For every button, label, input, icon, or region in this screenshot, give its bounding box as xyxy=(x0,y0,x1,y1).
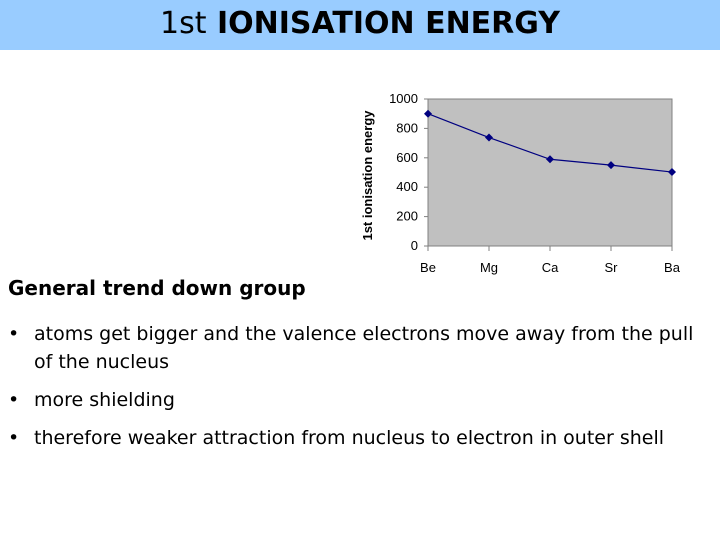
bullet-item: therefore weaker attraction from nucleus… xyxy=(8,424,708,452)
y-axis-label: 1st ionisation energy xyxy=(360,110,375,241)
x-tick-label: Mg xyxy=(480,260,498,275)
bullet-item: more shielding xyxy=(8,386,708,414)
data-point-marker xyxy=(424,109,432,118)
data-point-marker xyxy=(607,161,615,170)
x-tick-label: Be xyxy=(420,260,436,275)
data-point-marker xyxy=(485,133,493,142)
bullet-list: atoms get bigger and the valence electro… xyxy=(8,320,708,462)
y-tick-label: 200 xyxy=(396,209,418,224)
x-tick-label: Sr xyxy=(605,260,619,275)
y-tick-label: 400 xyxy=(396,179,418,194)
y-tick-label: 600 xyxy=(396,150,418,165)
plot-area xyxy=(427,98,673,247)
y-tick-label: 0 xyxy=(411,238,418,253)
title-main: IONISATION ENERGY xyxy=(216,6,560,41)
data-point-marker xyxy=(668,168,676,177)
bullet-item: atoms get bigger and the valence electro… xyxy=(8,320,708,376)
x-tick-label: Ba xyxy=(664,260,681,275)
y-tick-label: 1000 xyxy=(389,91,418,106)
title-bar xyxy=(0,0,720,50)
slide-title: 1st IONISATION ENERGY xyxy=(0,6,720,41)
data-point-marker xyxy=(546,155,554,164)
y-tick-label: 800 xyxy=(396,120,418,135)
x-tick-label: Ca xyxy=(542,260,559,275)
title-prefix: 1st xyxy=(160,6,207,41)
subheading: General trend down group xyxy=(8,276,306,300)
